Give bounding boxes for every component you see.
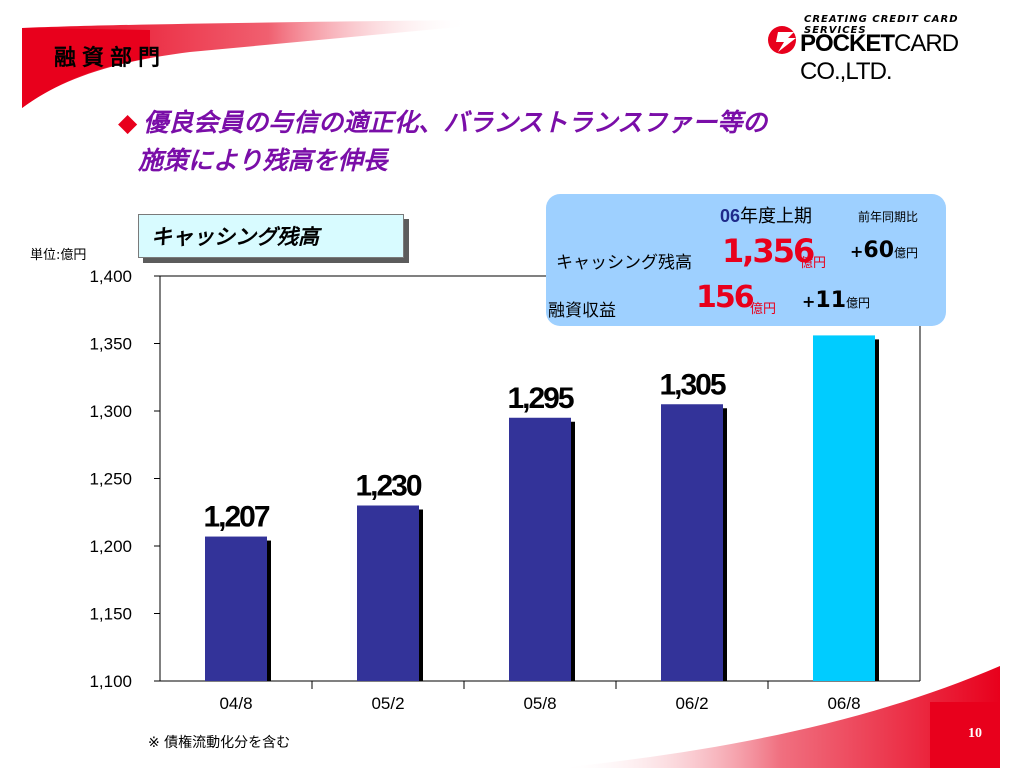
bar: [357, 505, 419, 681]
y-tick-label: 1,200: [89, 537, 132, 556]
bar: [661, 404, 723, 681]
headline-line2: 施策により残高を伸長: [138, 146, 388, 175]
info-period: 06年度上期: [720, 202, 812, 228]
info-row-unit: 億円: [800, 256, 827, 271]
x-tick-label: 06/8: [827, 694, 860, 713]
bar: [509, 417, 571, 681]
data-label: 1,305: [659, 368, 725, 401]
info-comparison-header: 前年同期比: [858, 210, 919, 224]
info-row-unit: 億円: [750, 302, 777, 317]
info-change-unit: 億円: [894, 246, 919, 260]
headline: ◆ 優良会員の与信の適正化、バランストランスファー等の 施策により残高を伸長: [118, 104, 767, 180]
y-tick-label: 1,250: [89, 470, 132, 489]
logo-name-rest: CARD CO.,LTD.: [800, 30, 959, 85]
header-swoosh: [22, 20, 470, 108]
logo-mark-icon: [768, 26, 796, 54]
logo-name: POCKETCARD CO.,LTD.: [800, 30, 1024, 86]
data-label: 1,230: [355, 470, 421, 503]
chart-label-box: キャッシング残高: [138, 214, 404, 258]
info-row-value: 1,356: [722, 232, 815, 270]
info-period-text: 年度上期: [740, 206, 813, 227]
logo-name-bold: POCKET: [800, 30, 895, 57]
diamond-bullet-icon: ◆: [118, 108, 138, 137]
info-row-change: +11億円: [802, 288, 870, 313]
y-tick-label: 1,400: [89, 267, 132, 286]
x-tick-label: 05/8: [523, 694, 556, 713]
bar: [205, 536, 267, 681]
info-change-sign: +: [802, 292, 816, 311]
unit-label: 単位:億円: [30, 248, 87, 263]
info-box: 06年度上期 前年同期比 キャッシング残高 1,356 億円 +60億円 融資収…: [546, 194, 946, 326]
y-tick-label: 1,100: [89, 672, 132, 691]
info-row-label: 融資収益: [548, 301, 616, 321]
info-row-value: 156: [696, 280, 755, 315]
info-change-value: 60: [863, 238, 895, 263]
info-row-change: +60億円: [850, 238, 918, 263]
x-tick-label: 06/2: [675, 694, 708, 713]
footnote: ※ 債権流動化分を含む: [148, 735, 291, 751]
info-change-value: 11: [815, 288, 847, 313]
y-tick-label: 1,350: [89, 335, 132, 354]
info-period-num: 06: [720, 206, 741, 226]
headline-line1: 優良会員の与信の適正化、バランストランスファー等の: [143, 108, 768, 137]
y-tick-label: 1,150: [89, 605, 132, 624]
section-title: 融資部門: [54, 46, 167, 71]
y-tick-label: 1,300: [89, 402, 132, 421]
data-label: 1,295: [507, 382, 573, 415]
info-row-label: キャッシング残高: [556, 253, 692, 273]
page-number: 10: [968, 726, 982, 741]
x-tick-label: 04/8: [219, 694, 252, 713]
info-change-unit: 億円: [846, 296, 871, 310]
data-label: 1,207: [203, 501, 269, 534]
footer-swoosh: [560, 666, 1000, 768]
logo-tagline: CREATING CREDIT CARD SERVICES: [804, 14, 959, 36]
chart-label: キャッシング残高: [151, 225, 319, 249]
info-change-sign: +: [850, 242, 864, 261]
bar: [813, 335, 875, 681]
x-tick-label: 05/2: [371, 694, 404, 713]
